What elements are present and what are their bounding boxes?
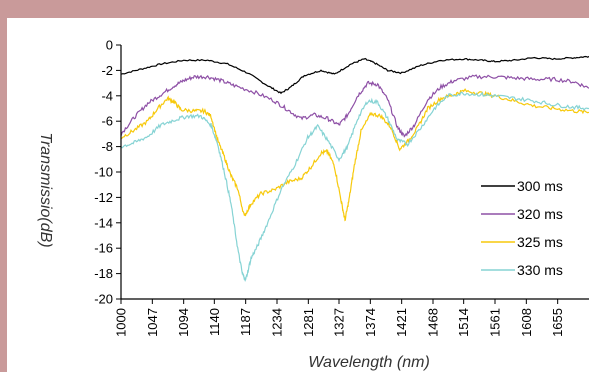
legend-label-325-ms: 325 ms (517, 234, 563, 250)
x-tick-label: 1608 (519, 308, 534, 337)
x-tick-label: 1327 (332, 308, 347, 337)
x-tick-label: 1000 (114, 308, 129, 337)
x-tick-label: 1374 (363, 308, 378, 337)
y-tick-label: -18 (94, 266, 113, 281)
axis-layer (120, 45, 589, 300)
y-tick-label: -2 (101, 63, 113, 78)
x-tick-label: 1047 (145, 308, 160, 337)
y-axis-title: Transmissio(dB) (37, 132, 54, 247)
y-tick-label: -16 (94, 241, 113, 256)
x-tick-label: 1094 (176, 308, 191, 337)
x-tick-label: 1140 (207, 308, 222, 336)
y-tick-label: -14 (94, 215, 113, 230)
series-line-325-ms (120, 88, 589, 222)
y-tick-label: -10 (94, 165, 113, 180)
y-tick-label: -12 (94, 190, 113, 205)
legend-label-320-ms: 320 ms (517, 206, 563, 222)
legend-label-300-ms: 300 ms (517, 178, 563, 194)
x-tick-label: 1234 (270, 308, 285, 337)
x-tick-label: 1655 (550, 308, 565, 337)
x-tick-label: 1561 (488, 308, 503, 337)
x-tick-label: 1514 (456, 308, 471, 337)
x-tick-label: 1281 (301, 308, 316, 337)
y-tick-label: 0 (106, 38, 113, 53)
legend-label-330-ms: 330 ms (517, 262, 563, 278)
series-layer (120, 55, 589, 282)
series-line-330-ms (120, 91, 589, 282)
y-tick-label: -20 (94, 292, 113, 307)
y-tick-label: -8 (101, 139, 113, 154)
x-tick-label: 1468 (426, 308, 441, 337)
x-tick-label: 1187 (238, 308, 253, 336)
x-axis-title: Wavelength (nm) (308, 354, 430, 371)
legend: 300 ms 320 ms 325 ms 330 ms (481, 178, 563, 278)
y-tick-label: -6 (101, 114, 113, 129)
y-tick-label: -4 (101, 88, 113, 103)
chart-frame: 0 -2 -4 -6 -8 -10 -12 -14 -16 -18 -20 1000 1047 1094 1… (7, 18, 589, 372)
x-tick-label: 1421 (394, 308, 409, 337)
series-line-300-ms (120, 55, 589, 95)
series-line-320-ms (120, 74, 589, 138)
